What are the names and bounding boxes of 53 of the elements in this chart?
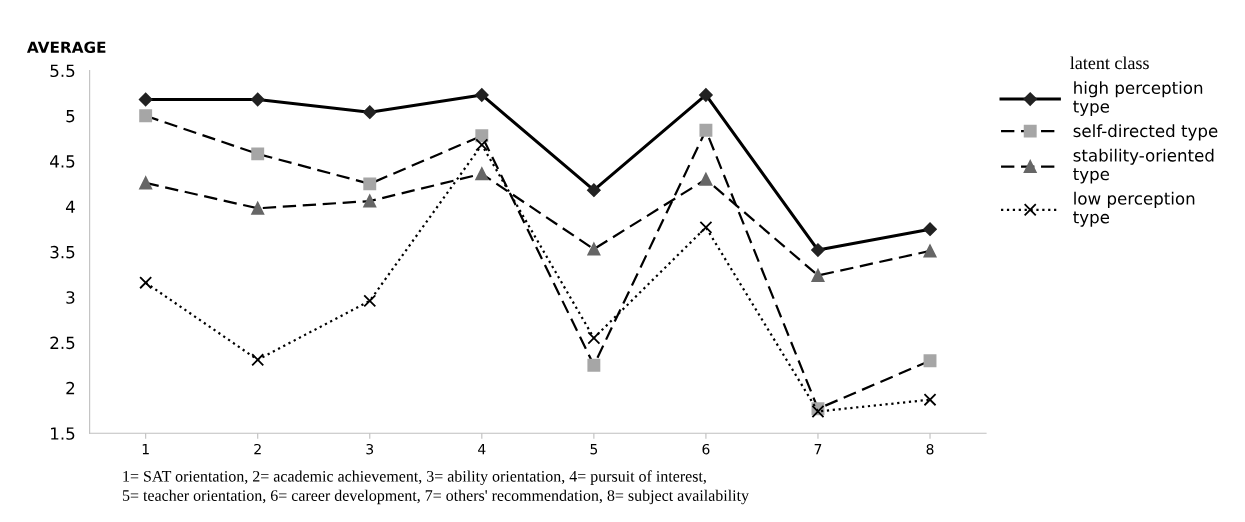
point — [699, 88, 713, 102]
point — [363, 177, 377, 191]
x-tick-label: 3 — [366, 443, 374, 455]
point — [363, 194, 377, 208]
y-tick-label: 1.5 — [51, 427, 75, 440]
point — [475, 167, 489, 181]
legend-title: latent class — [1070, 56, 1149, 70]
point — [699, 172, 713, 186]
text: 5= teacher orientation, 6= career development, 7= others' recommendation, 8= subject availability — [122, 489, 749, 505]
legend-label: low perception type — [1073, 191, 1195, 227]
y-tick-label: 3.5 — [50, 245, 75, 259]
point — [139, 276, 153, 290]
point — [475, 129, 489, 143]
y-tick-label: 2 — [66, 381, 75, 395]
y-tick-label: 4 — [65, 200, 75, 213]
x-tick-label: 8 — [926, 443, 934, 455]
point — [587, 331, 601, 345]
point — [250, 92, 265, 107]
point — [362, 105, 377, 119]
x-tick-label: 6 — [702, 443, 710, 455]
point — [923, 393, 937, 407]
y-tick-label: 4.5 — [50, 155, 75, 168]
point — [251, 201, 265, 215]
y-axis-title: AVERAGE — [26, 41, 106, 53]
x-tick-label: 2 — [254, 443, 261, 455]
point — [587, 358, 601, 372]
point — [923, 354, 937, 368]
point — [699, 220, 713, 234]
point — [251, 353, 265, 367]
y-tick-label: 5 — [66, 110, 75, 123]
point — [475, 88, 489, 102]
y-tick-label: 3 — [66, 291, 75, 304]
y-tick-label: 5.5 — [50, 64, 75, 78]
point — [139, 176, 153, 190]
y-tick-label: 2.5 — [50, 336, 75, 350]
point — [811, 268, 825, 282]
text: 1= SAT orientation, 2= academic achievement, 3= ability orientation, 4= pursuit of interest, — [123, 470, 706, 485]
point — [587, 183, 601, 197]
point — [811, 243, 825, 257]
point — [923, 222, 937, 236]
legend-label: self-directed type — [1073, 124, 1218, 141]
point — [139, 109, 153, 123]
point — [138, 92, 153, 107]
x-tick-label: 5 — [590, 444, 598, 455]
x-tick-label: 1 — [142, 444, 149, 455]
point — [363, 294, 377, 308]
point — [251, 147, 265, 161]
point — [923, 244, 937, 258]
point — [475, 138, 489, 152]
point — [587, 242, 601, 256]
x-tick-label: 7 — [814, 444, 822, 455]
x-tick-label: 4 — [478, 444, 486, 455]
point — [699, 123, 713, 137]
